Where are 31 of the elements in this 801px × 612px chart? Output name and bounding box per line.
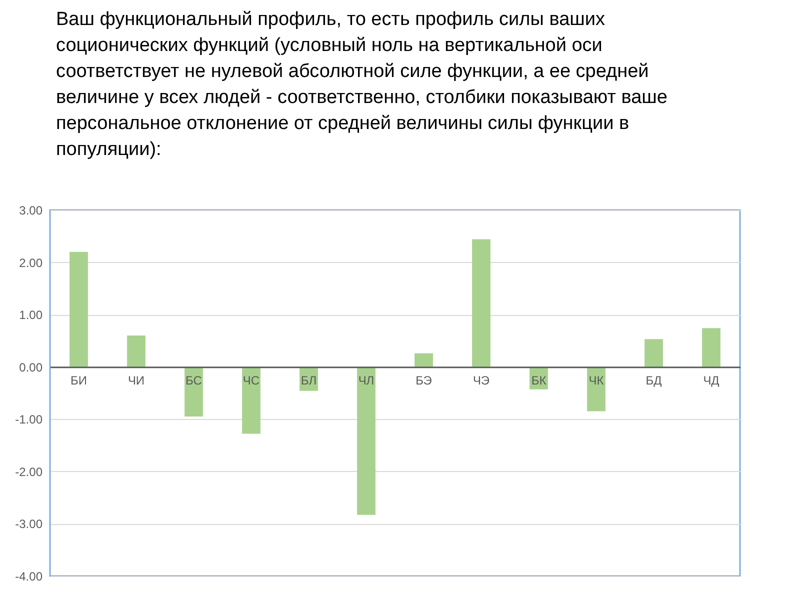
x-tick-label: БК xyxy=(531,373,546,388)
x-tick-label: ЧЭ xyxy=(472,373,490,388)
x-tick-label: ЧД xyxy=(703,373,720,388)
y-tick-label: -3.00 xyxy=(15,517,43,532)
y-tick-label: -1.00 xyxy=(15,412,43,427)
bar xyxy=(702,328,720,367)
bar xyxy=(644,339,663,367)
bar xyxy=(70,252,88,367)
bar xyxy=(127,335,146,367)
bar xyxy=(242,366,260,434)
x-tick-label: БД xyxy=(646,373,662,388)
y-tick-label: 1.00 xyxy=(19,308,43,322)
bar xyxy=(357,366,376,515)
x-tick-label: ЧК xyxy=(588,373,604,388)
x-tick-label: БС xyxy=(186,373,202,388)
y-tick-label: 0.00 xyxy=(19,360,43,374)
x-tick-label: БЛ xyxy=(300,373,317,388)
y-tick-label: 2.00 xyxy=(19,256,43,270)
x-tick-label: БИ xyxy=(70,373,87,388)
y-tick-label: -4.00 xyxy=(15,570,43,584)
bar xyxy=(472,239,490,367)
y-tick-label: -2.00 xyxy=(15,464,43,479)
y-tick-label: 3.00 xyxy=(19,204,43,218)
x-tick-label: ЧЛ xyxy=(358,373,374,388)
bar xyxy=(414,353,433,367)
x-tick-label: БЭ xyxy=(416,373,432,388)
chart-title: Ваш функциональный профиль, то есть профиль силы ваших соционических функций (условный ноль на вертикальной оси соответствует не нулевой абсолютной силе функции, а ее средней величине у всех людей - соответственно, столбики показывают ваше персональное отклонение от средней величины силы функции в популяции): xyxy=(56,8,668,162)
x-tick-label: ЧС xyxy=(242,373,260,388)
x-tick-label: ЧИ xyxy=(128,373,145,388)
bar xyxy=(184,366,203,417)
bar xyxy=(587,366,606,412)
